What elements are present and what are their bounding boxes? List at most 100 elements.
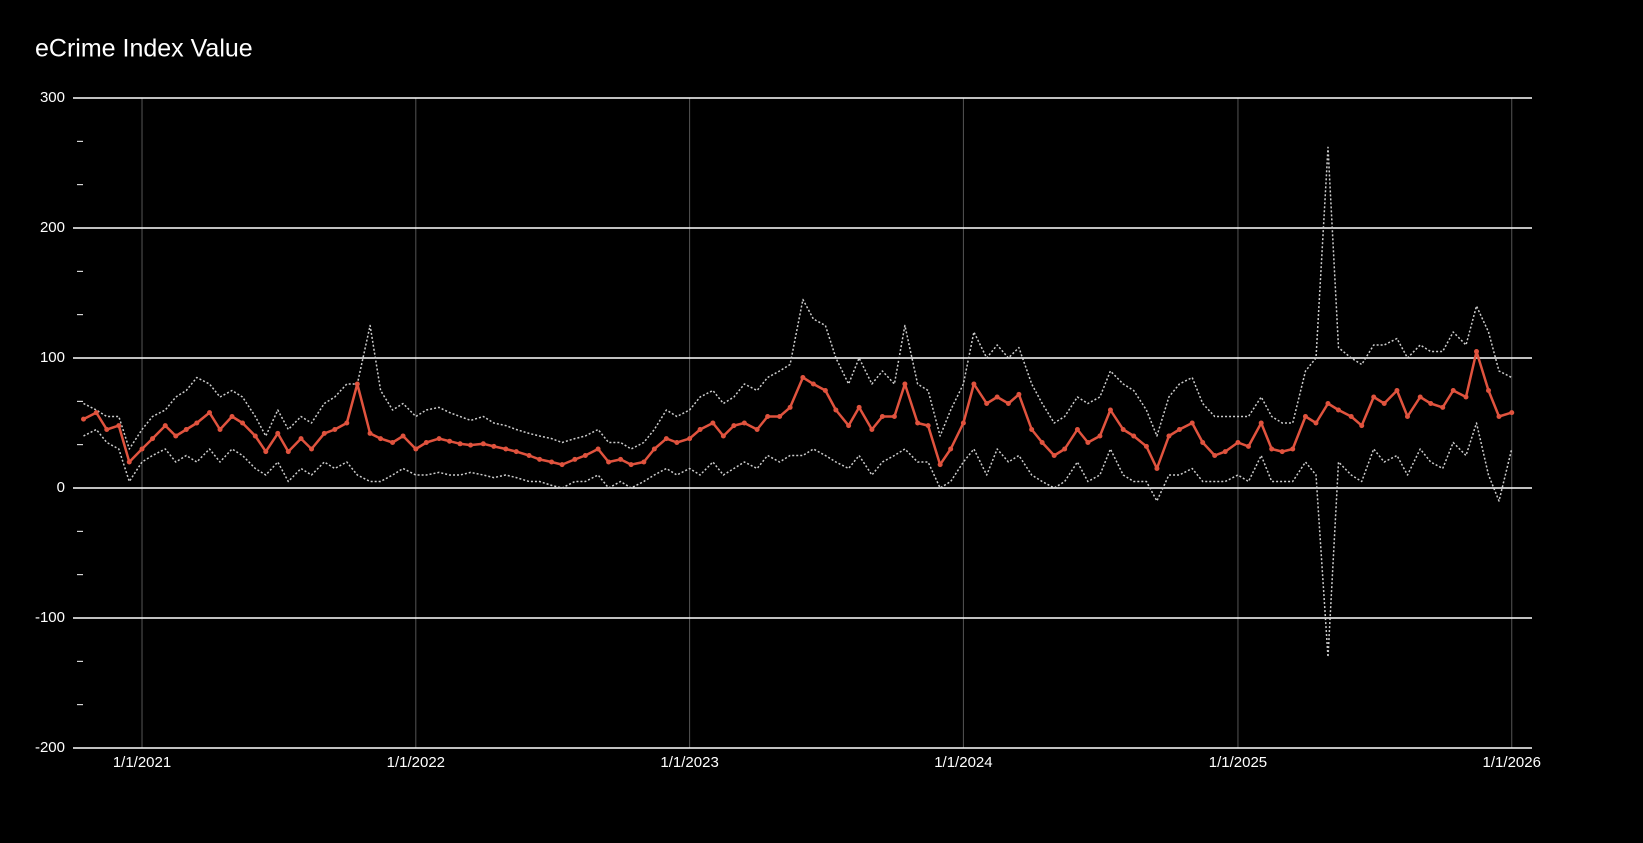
point bbox=[937, 462, 943, 468]
point bbox=[513, 449, 519, 455]
point bbox=[710, 420, 716, 426]
point bbox=[503, 446, 509, 452]
point bbox=[879, 414, 885, 419]
point bbox=[549, 459, 555, 465]
point bbox=[618, 456, 624, 462]
point bbox=[994, 394, 1000, 400]
point bbox=[822, 388, 828, 393]
point bbox=[1189, 420, 1195, 426]
point bbox=[582, 453, 588, 458]
series-line bbox=[82, 350, 1513, 470]
point bbox=[1166, 433, 1172, 439]
point bbox=[1085, 440, 1091, 445]
point bbox=[468, 442, 474, 448]
point bbox=[240, 420, 246, 426]
point bbox=[1394, 388, 1400, 393]
point bbox=[1154, 466, 1160, 471]
point bbox=[263, 449, 269, 455]
point bbox=[856, 404, 862, 410]
point bbox=[390, 440, 396, 445]
point bbox=[378, 436, 384, 442]
point bbox=[846, 423, 852, 429]
point bbox=[116, 423, 122, 429]
point bbox=[491, 443, 497, 449]
point bbox=[354, 381, 360, 387]
point bbox=[321, 430, 327, 436]
point bbox=[275, 430, 281, 436]
point bbox=[1290, 446, 1296, 452]
point bbox=[651, 446, 657, 452]
point bbox=[572, 456, 578, 462]
point bbox=[1269, 446, 1275, 452]
y-tick-label: 200 bbox=[40, 219, 65, 236]
point bbox=[1381, 401, 1387, 406]
point bbox=[902, 381, 908, 387]
point bbox=[1245, 443, 1251, 449]
point bbox=[526, 453, 532, 458]
point bbox=[1348, 414, 1354, 419]
point bbox=[960, 420, 966, 426]
point bbox=[285, 449, 291, 455]
point bbox=[298, 436, 304, 442]
point bbox=[1463, 394, 1469, 400]
point bbox=[537, 456, 543, 462]
point bbox=[606, 459, 612, 465]
point bbox=[1496, 414, 1502, 419]
point bbox=[1485, 388, 1491, 393]
point bbox=[984, 401, 990, 406]
x-tick-label: 1/1/2023 bbox=[660, 754, 718, 771]
point bbox=[697, 427, 703, 432]
y-tick-label: -100 bbox=[35, 609, 65, 626]
series-line bbox=[83, 422, 1513, 658]
point bbox=[741, 420, 747, 426]
point bbox=[641, 459, 647, 465]
point bbox=[1074, 427, 1080, 432]
point bbox=[1371, 394, 1377, 400]
point bbox=[1212, 453, 1218, 458]
point bbox=[194, 420, 200, 426]
point bbox=[1222, 449, 1228, 455]
x-tick-label: 1/1/2024 bbox=[934, 754, 992, 771]
point bbox=[971, 381, 977, 387]
point bbox=[948, 446, 954, 452]
chart-title: eCrime Index Value bbox=[35, 35, 253, 63]
point bbox=[162, 423, 168, 429]
point bbox=[1062, 446, 1068, 452]
point bbox=[1450, 388, 1456, 393]
point bbox=[1325, 401, 1331, 406]
x-tick-label: 1/1/2026 bbox=[1483, 754, 1541, 771]
point bbox=[1039, 440, 1045, 445]
point bbox=[869, 427, 875, 432]
point bbox=[810, 381, 816, 387]
point bbox=[1428, 401, 1434, 406]
point bbox=[423, 440, 429, 445]
point bbox=[93, 410, 99, 416]
y-tick-label: 0 bbox=[57, 479, 65, 496]
point bbox=[731, 423, 737, 429]
point bbox=[891, 414, 897, 419]
point bbox=[1302, 414, 1308, 419]
point bbox=[183, 427, 189, 432]
y-tick-label: 300 bbox=[40, 89, 65, 106]
point bbox=[800, 375, 806, 380]
point bbox=[1143, 443, 1149, 449]
point bbox=[1176, 427, 1182, 432]
point bbox=[367, 430, 373, 436]
x-tick-label: 1/1/2021 bbox=[113, 754, 171, 771]
x-tick-label: 1/1/2025 bbox=[1209, 754, 1267, 771]
y-tick-label: 100 bbox=[40, 349, 65, 366]
point bbox=[309, 446, 315, 452]
point bbox=[1404, 414, 1410, 419]
point bbox=[1473, 349, 1479, 354]
point bbox=[1258, 420, 1264, 426]
point bbox=[915, 420, 921, 426]
point bbox=[765, 414, 771, 419]
point bbox=[1335, 407, 1341, 413]
point bbox=[1029, 427, 1035, 432]
point bbox=[833, 407, 839, 413]
point bbox=[332, 427, 338, 432]
point bbox=[1440, 404, 1446, 410]
point bbox=[81, 416, 87, 422]
